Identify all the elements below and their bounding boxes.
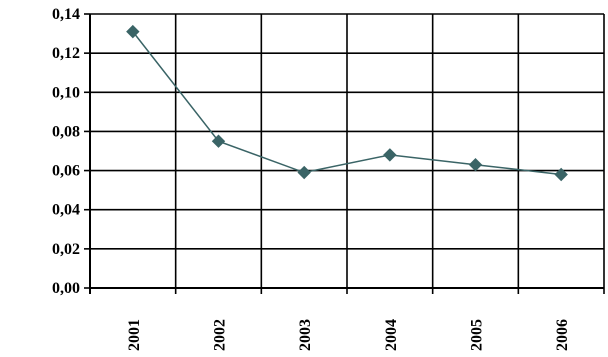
data-point	[554, 167, 568, 182]
grid	[89, 13, 605, 289]
y-tick-labels: 0,00 0,02 0,04 0,06 0,08 0,10 0,12 0,14	[52, 6, 80, 297]
x-tick-label: 2002	[212, 319, 229, 351]
series-line	[132, 31, 562, 176]
x-tick-label: 2005	[469, 319, 486, 351]
y-tick-label: 0,00	[52, 280, 80, 297]
data-point	[297, 165, 311, 180]
y-tick-label: 0,06	[52, 163, 80, 180]
data-point	[211, 134, 226, 148]
series	[126, 24, 568, 182]
y-tick-label: 0,12	[52, 45, 80, 62]
y-tick-label: 0,14	[52, 6, 80, 23]
x-tick-label: 2001	[126, 319, 143, 351]
data-point	[468, 157, 483, 172]
y-tick-label: 0,04	[52, 202, 80, 219]
data-point	[126, 24, 140, 39]
x-tick-label: 2006	[554, 319, 571, 351]
x-tick-labels: 2001 2002 2003 2004 2005 2006	[126, 319, 571, 351]
y-tick-label: 0,10	[52, 84, 80, 101]
x-tick-label: 2003	[297, 319, 314, 351]
data-point	[383, 148, 397, 162]
axes	[84, 13, 605, 294]
x-tick-label: 2004	[383, 319, 400, 351]
y-tick-label: 0,02	[52, 241, 80, 258]
y-tick-label: 0,08	[52, 123, 80, 140]
